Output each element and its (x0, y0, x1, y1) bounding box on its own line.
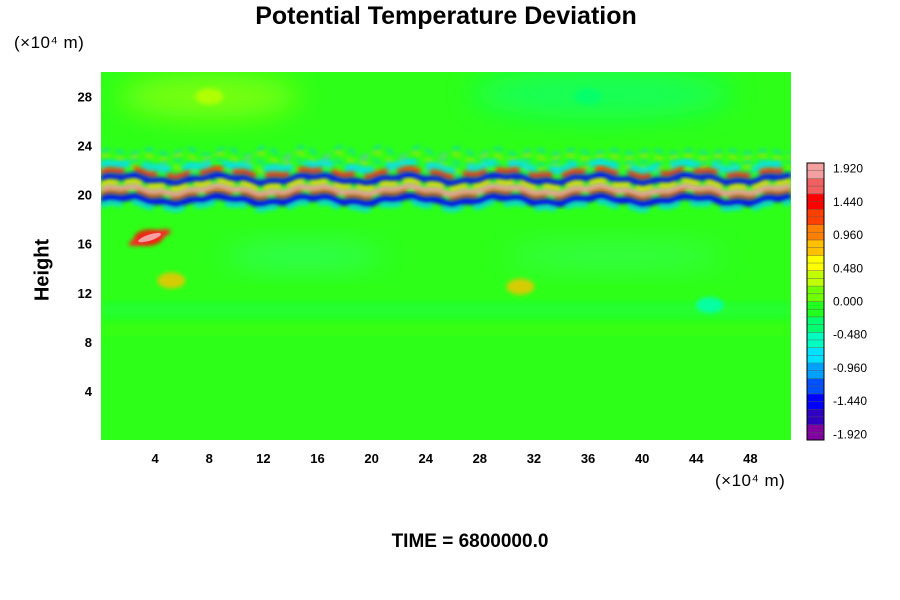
colorbar-tick-label: -1.920 (833, 428, 867, 442)
colorbar-tick-label: 0.960 (833, 228, 863, 242)
colorbar-segment (807, 216, 824, 225)
x-tick-label: 24 (418, 451, 433, 466)
colorbar-segment (807, 386, 824, 395)
band-stripe (101, 165, 791, 181)
band-stripe (101, 189, 791, 202)
chart-title: Potential Temperature Deviation (255, 2, 637, 30)
colorbar-segment (807, 401, 824, 410)
band-stripe (101, 192, 791, 208)
colorbar-segment (807, 378, 824, 387)
colorbar-segment (807, 170, 824, 179)
x-tick-label: 48 (743, 451, 757, 466)
x-axis-ticks: 4 8 12 16 20 24 28 32 36 40 44 48 (152, 451, 758, 466)
colorbar-frame (806, 162, 825, 441)
y-tick-label: 24 (78, 139, 93, 154)
x-tick-label: 8 (206, 451, 213, 466)
colorbar-segment (807, 224, 824, 233)
colorbar-tick-label: 0.480 (833, 261, 863, 275)
x-tick-label: 16 (310, 451, 324, 466)
colorbar-segment (807, 232, 824, 241)
colorbar-segment (807, 186, 824, 195)
colorbar: 1.920 1.440 0.960 0.480 0.000 -0.480 -0.960 -1.… (806, 162, 867, 442)
y-axis-ticks: 4 8 12 16 20 24 28 (78, 90, 93, 399)
colorbar-segment (807, 278, 824, 287)
colorbar-segment (807, 416, 824, 426)
x-tick-label: 44 (689, 451, 704, 466)
x-tick-label: 36 (581, 451, 595, 466)
colorbar-segment (807, 163, 824, 172)
field-band (101, 305, 791, 316)
y-tick-label: 4 (85, 384, 93, 399)
band-stripe (101, 177, 791, 192)
x-tick-label: 40 (635, 451, 649, 466)
colorbar-segment (807, 432, 824, 441)
colorbar-segment (807, 263, 824, 272)
colorbar-segment (807, 286, 824, 295)
x-tick-label: 4 (152, 451, 160, 466)
anomaly-core (138, 232, 162, 243)
colorbar-segment (807, 316, 824, 325)
colorbar-segment (807, 424, 824, 433)
x-tick-label: 12 (256, 451, 270, 466)
colorbar-tick-label: 1.440 (833, 195, 863, 209)
y-tick-label: 28 (78, 90, 92, 105)
colorbar-tick-label: 1.920 (833, 162, 863, 176)
colorbar-tick-label: 0.000 (833, 295, 863, 309)
colorbar-segment (807, 239, 824, 249)
band-stripe (101, 171, 791, 187)
colorbar-segment (807, 409, 824, 418)
colorbar-segment (807, 339, 824, 349)
colorbar-segment (807, 347, 824, 356)
colorbar-segment (807, 309, 824, 318)
colorbar-segment (807, 363, 824, 372)
colorbar-segment (807, 255, 824, 264)
y-unit-label: (×10⁴ m) (14, 33, 85, 52)
colorbar-segment (807, 355, 824, 364)
colorbar-segment (807, 332, 824, 341)
colorbar-tick-label: -1.440 (833, 394, 867, 408)
y-tick-label: 16 (78, 237, 92, 252)
colorbar-tick-label: -0.480 (833, 328, 867, 342)
field-feature (157, 272, 186, 289)
colorbar-segment (807, 209, 824, 218)
colorbar-segment (807, 247, 824, 256)
colorbar-segment (807, 393, 824, 402)
y-tick-label: 20 (78, 188, 92, 203)
field-feature (574, 88, 603, 105)
wave-stripe (101, 150, 791, 165)
field-blob (223, 242, 384, 270)
band-stripe (101, 158, 791, 175)
colorbar-segment (807, 324, 824, 333)
field-feature (506, 278, 535, 295)
field-feature (695, 297, 724, 314)
colorbar-segment (807, 370, 824, 379)
x-tick-label: 32 (527, 451, 541, 466)
colorbar-segment (807, 270, 824, 279)
colorbar-tick-label: -0.960 (833, 361, 867, 375)
band-stripe (101, 182, 791, 199)
x-tick-label: 28 (473, 451, 487, 466)
plot-area (101, 72, 791, 440)
colorbar-segment (807, 193, 824, 202)
field-feature (195, 88, 224, 105)
colorbar-segment (807, 178, 824, 187)
colorbar-segment (807, 201, 824, 210)
field-blob (505, 242, 726, 270)
y-tick-label: 12 (78, 286, 92, 301)
field-blob (471, 72, 732, 119)
colorbar-segment (807, 301, 824, 310)
time-footer: TIME = 6800000.0 (391, 531, 549, 552)
y-tick-label: 8 (85, 335, 92, 350)
colorbar-segment (807, 293, 824, 302)
x-unit-label: (×10⁴ m) (715, 471, 786, 490)
field-band (101, 327, 791, 334)
x-tick-label: 20 (364, 451, 378, 466)
wave-stripe (101, 144, 791, 159)
band-stripe (101, 198, 791, 213)
